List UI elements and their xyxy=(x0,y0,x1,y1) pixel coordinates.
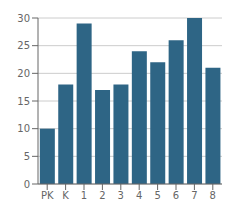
svg-text:7: 7 xyxy=(191,190,197,201)
svg-text:20: 20 xyxy=(17,68,30,79)
svg-text:2: 2 xyxy=(99,190,105,201)
svg-text:5: 5 xyxy=(24,151,30,162)
svg-text:0: 0 xyxy=(24,179,30,190)
svg-text:25: 25 xyxy=(17,40,30,51)
svg-text:1: 1 xyxy=(81,190,87,201)
svg-text:3: 3 xyxy=(118,190,124,201)
svg-text:15: 15 xyxy=(17,96,30,107)
svg-text:K: K xyxy=(62,190,69,201)
svg-text:30: 30 xyxy=(17,13,30,24)
svg-text:8: 8 xyxy=(210,190,216,201)
svg-text:5: 5 xyxy=(154,190,160,201)
svg-text:4: 4 xyxy=(136,190,142,201)
svg-text:6: 6 xyxy=(173,190,179,201)
svg-text:10: 10 xyxy=(17,123,30,134)
svg-text:PK: PK xyxy=(41,190,54,201)
